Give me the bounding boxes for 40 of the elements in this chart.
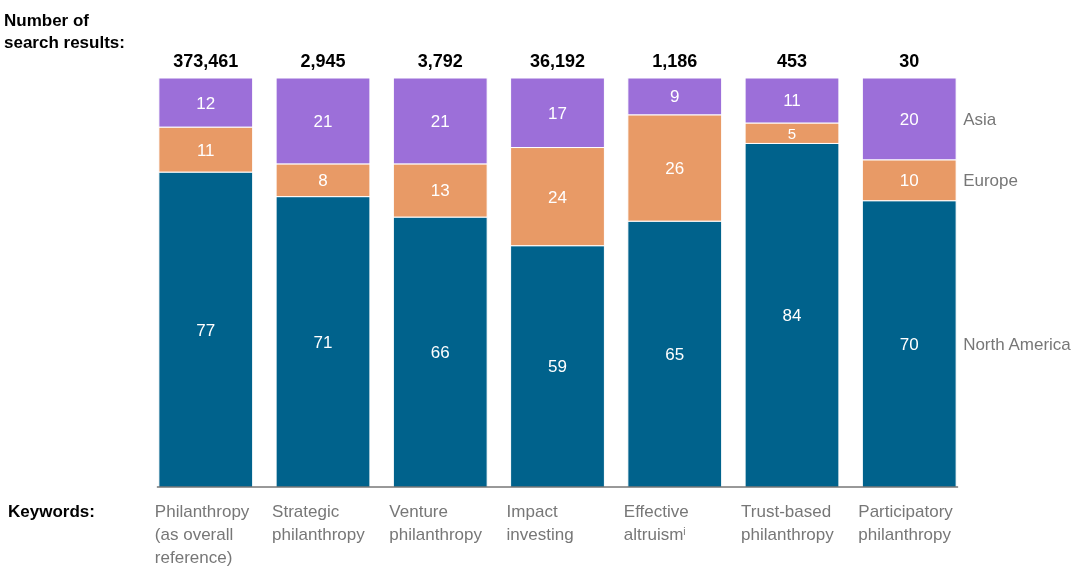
data-label: 24 [548, 187, 567, 207]
data-label: 77 [196, 320, 216, 340]
annotation: 2,945 [300, 51, 346, 71]
data-label: 65 [665, 345, 685, 365]
data-label: 70 [899, 334, 919, 354]
series-label: North America [963, 334, 1072, 354]
annotation: 1,186 [652, 51, 698, 71]
data-label: 21 [313, 111, 333, 131]
series-label: Asia [963, 109, 997, 129]
annotation: 3,792 [417, 51, 463, 71]
x-tick-label: Philanthropy (as overall reference) [154, 502, 250, 566]
data-label: 59 [548, 357, 567, 377]
data-label: 17 [548, 103, 567, 123]
data-label: 12 [196, 93, 216, 113]
chart-title: Number of search results: [4, 11, 125, 52]
data-label: 20 [899, 109, 919, 129]
data-label: 11 [783, 91, 801, 111]
data-label: 71 [313, 332, 333, 352]
data-label: 10 [899, 171, 919, 191]
x-tick-label: Effective altruism$^{i}$ [623, 502, 689, 544]
annotation: 373,461 [173, 51, 239, 71]
data-label: 5 [787, 125, 797, 143]
data-label: 21 [430, 111, 450, 131]
annotation: 36,192 [529, 51, 586, 71]
data-label: 9 [670, 87, 680, 107]
annotation: 453 [776, 51, 808, 71]
annotation: 30 [899, 51, 920, 71]
data-label: 8 [318, 171, 328, 191]
x-tick-label: Participatory philanthropy [858, 502, 954, 544]
x-tick-label: Strategic philanthropy [272, 502, 366, 544]
series-label: Europe [963, 171, 1018, 191]
x-tick-label: Venture philanthropy [389, 502, 483, 544]
data-label: 11 [196, 140, 215, 160]
x-axis-title: Keywords: [8, 502, 95, 521]
data-label: 66 [430, 343, 450, 363]
data-label: 84 [782, 306, 802, 326]
x-tick-label: Impact investing [506, 502, 574, 544]
x-tick-label: Trust-based philanthropy [741, 502, 835, 544]
data-label: 26 [665, 158, 685, 178]
data-label: 13 [430, 181, 450, 201]
